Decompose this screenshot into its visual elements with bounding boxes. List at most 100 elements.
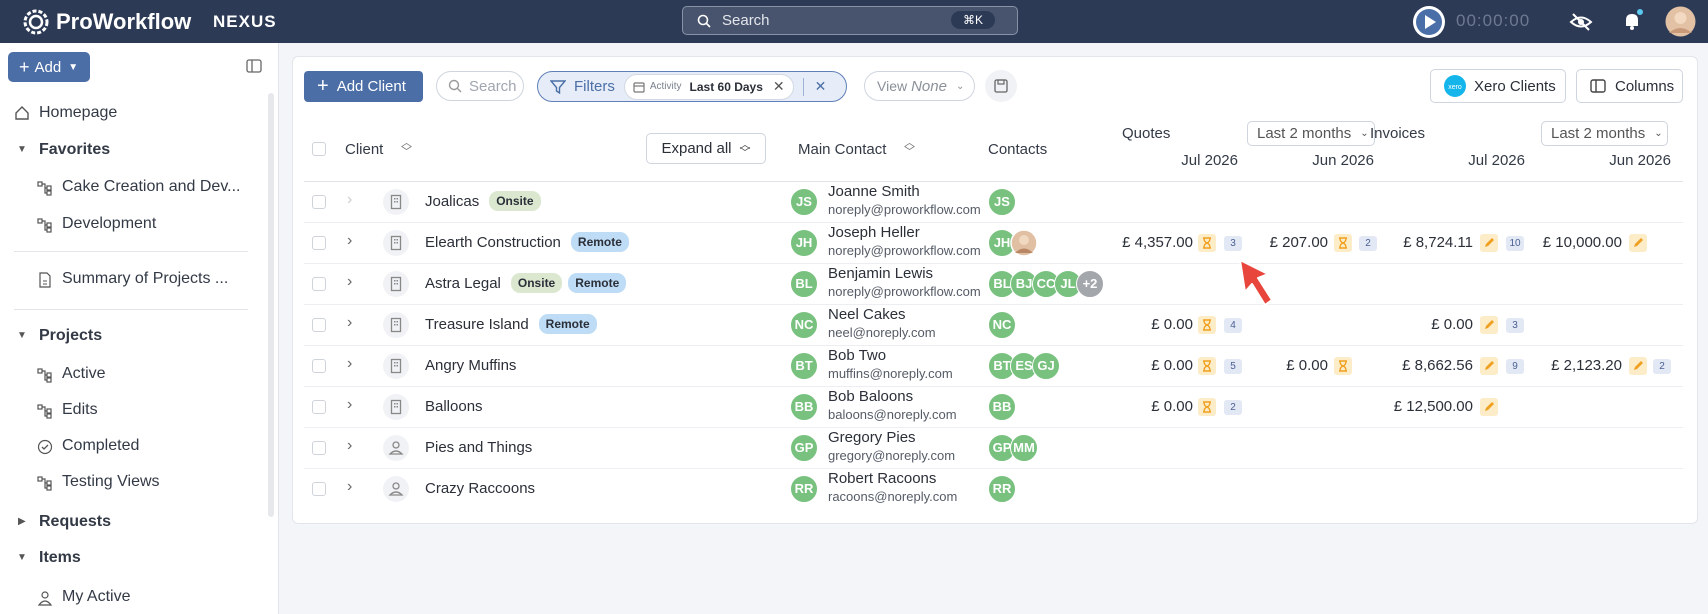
contact-name[interactable]: Joseph Heller <box>828 223 920 241</box>
expand-row[interactable]: › <box>347 272 353 290</box>
nav-section[interactable]: Requests <box>39 513 112 530</box>
client-name[interactable]: Angry Muffins <box>425 356 517 374</box>
icon-glyph <box>1634 237 1643 247</box>
contact-avatar: BB <box>790 392 818 421</box>
row-border <box>304 262 1683 264</box>
expand-all[interactable]: Expand all ︿ ﹀ <box>646 133 766 164</box>
expand-row[interactable]: › <box>347 231 353 249</box>
sort-icon[interactable]: ︿ ﹀ <box>904 137 915 158</box>
clear-filters[interactable]: ✕ <box>814 78 827 94</box>
row-checkbox[interactable] <box>312 317 326 332</box>
caret: ▼ <box>17 552 27 563</box>
nav-item[interactable]: Cake Creation and Dev... <box>62 178 241 195</box>
expand-row[interactable]: › <box>347 190 353 208</box>
contact-email: racoons@noreply.com <box>828 488 958 504</box>
bell-icon[interactable] <box>1620 9 1644 33</box>
client-icon-glyph <box>383 311 409 338</box>
contact-avatar: MM <box>1010 433 1038 462</box>
nav-item[interactable]: Completed <box>62 437 140 454</box>
save-view[interactable] <box>984 69 1018 103</box>
sort-icon[interactable]: ︿ ﹀ <box>401 137 412 158</box>
row-checkbox[interactable] <box>312 440 326 455</box>
expand-row[interactable]: › <box>347 313 353 331</box>
contact-name[interactable]: Robert Racoons <box>828 469 937 487</box>
nav-section[interactable]: Projects <box>39 327 103 344</box>
remove-chip[interactable]: ✕ <box>772 78 785 94</box>
expand-row[interactable]: › <box>347 436 353 454</box>
nav-icon-glyph <box>39 272 51 288</box>
divider <box>14 251 248 252</box>
nav-item[interactable]: Testing Views <box>62 473 160 490</box>
nav-item[interactable]: Active <box>62 365 106 382</box>
add-client-button[interactable]: + Add Client <box>304 71 423 102</box>
row-checkbox[interactable] <box>312 358 326 373</box>
nav-item[interactable]: Homepage <box>39 104 118 121</box>
contact-name[interactable]: Bob Two <box>828 346 887 364</box>
nav-item[interactable]: My Active <box>62 588 131 605</box>
quotes-count: 2 <box>1224 399 1242 415</box>
nav-icon <box>37 475 53 496</box>
expand-row[interactable]: › <box>347 395 353 413</box>
view-select[interactable]: View None ⌄ <box>864 71 975 101</box>
row-checkbox[interactable] <box>312 235 326 250</box>
quotes-range[interactable]: Last 2 months ⌄ <box>1247 121 1375 146</box>
select-all[interactable] <box>312 142 326 156</box>
contact-name[interactable]: Joanne Smith <box>828 182 920 200</box>
filters-pill[interactable]: Filters Activity Last 60 Days ✕ ✕ <box>537 71 847 102</box>
icon-glyph <box>1339 359 1347 372</box>
contact-name[interactable]: Benjamin Lewis <box>828 264 934 282</box>
pending-icon <box>1198 356 1216 375</box>
row-checkbox[interactable] <box>312 399 326 414</box>
play-button[interactable] <box>1411 4 1447 40</box>
month-header: Jun 2026 <box>1312 152 1374 169</box>
client-name[interactable]: Joalicas <box>425 192 480 210</box>
expand-row[interactable]: › <box>347 354 353 372</box>
contact-name[interactable]: Gregory Pies <box>828 428 916 446</box>
column-header[interactable]: Client <box>345 141 384 158</box>
client-name[interactable]: Elearth Construction <box>425 233 561 251</box>
add-label: Add <box>34 58 62 76</box>
nav-section[interactable]: Favorites <box>39 141 111 158</box>
top-bar: ProWorkflow NEXUS Search ⌘K 00:00:00 <box>0 0 1708 43</box>
contact-avatar: RR <box>790 474 818 503</box>
client-name[interactable]: Astra Legal <box>425 274 501 292</box>
nav-item[interactable]: Edits <box>62 401 98 418</box>
caret: ▶ <box>18 516 26 527</box>
home-icon <box>15 106 29 120</box>
nav-icon-glyph <box>37 476 52 491</box>
contact-name[interactable]: Bob Baloons <box>828 387 914 405</box>
nav-icon <box>37 272 53 293</box>
collapse-icon[interactable] <box>246 59 262 73</box>
row-checkbox[interactable] <box>312 194 326 209</box>
invoices-amount: £ 8,724.11 <box>1403 233 1473 251</box>
row-checkbox[interactable] <box>312 481 326 496</box>
xero-button[interactable]: xero Xero Clients <box>1430 69 1566 103</box>
client-icon <box>382 352 410 385</box>
contact-avatar: RR <box>988 474 1016 503</box>
nav-section[interactable]: Items <box>39 549 81 566</box>
nav-item[interactable]: Summary of Projects ... <box>62 270 229 287</box>
row-checkbox[interactable] <box>312 276 326 291</box>
tag: Remote <box>568 272 627 293</box>
hide-icon[interactable] <box>1569 10 1593 34</box>
client-name[interactable]: Pies and Things <box>425 438 533 456</box>
user-avatar[interactable] <box>1665 6 1696 37</box>
client-name[interactable]: Balloons <box>425 397 483 415</box>
search-field[interactable]: Search <box>436 71 524 101</box>
client-name[interactable]: Treasure Island <box>425 315 529 333</box>
add-button[interactable]: + Add ▼ <box>8 52 90 82</box>
client-icon <box>382 393 410 426</box>
nav-item[interactable]: Development <box>62 215 157 232</box>
columns-button[interactable]: Columns <box>1576 69 1683 103</box>
search-icon <box>448 79 462 93</box>
contact-name[interactable]: Neel Cakes <box>828 305 906 323</box>
invoices-amount: £ 2,123.20 <box>1551 356 1622 374</box>
contact-avatar: BT <box>988 351 1016 380</box>
invoices-range[interactable]: Last 2 months ⌄ <box>1541 121 1668 146</box>
svg-text:xero: xero <box>1448 84 1462 91</box>
global-search[interactable]: Search ⌘K <box>682 6 1018 35</box>
expand-row[interactable]: › <box>347 477 353 495</box>
pending-icon <box>1334 356 1352 375</box>
client-name[interactable]: Crazy Raccoons <box>425 479 536 497</box>
column-header[interactable]: Main Contact <box>798 141 887 158</box>
